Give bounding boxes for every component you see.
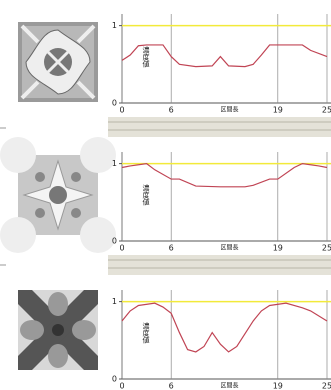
- x-axis-label: 区間長: [220, 383, 238, 390]
- y-axis-label: 濃度値: [142, 46, 150, 69]
- y-tick-label: 0: [112, 237, 117, 246]
- x-tick-label: 25: [322, 244, 331, 253]
- data-line: [122, 45, 327, 67]
- y-axis-label: 濃度値: [142, 322, 150, 345]
- screen: 06192501区間長濃度値06192501区間長濃度値06192501区間長濃…: [0, 0, 331, 390]
- x-tick-label: 0: [119, 382, 124, 390]
- x-tick-label: 0: [119, 244, 124, 253]
- x-tick-label: 25: [322, 106, 331, 115]
- x-tick-label: 19: [273, 382, 283, 390]
- x-tick-label: 19: [273, 106, 283, 115]
- tile-image: [18, 22, 98, 102]
- x-tick-label: 25: [322, 382, 331, 390]
- x-tick-label: 6: [169, 382, 174, 390]
- y-tick-label: 1: [112, 159, 117, 168]
- x-axis-label: 区間長: [220, 245, 238, 252]
- y-tick-label: 0: [112, 99, 117, 108]
- y-tick-label: 1: [112, 297, 117, 306]
- x-axis-label: 区間長: [220, 107, 238, 114]
- page: 06192501区間長濃度値06192501区間長濃度値06192501区間長濃…: [0, 0, 331, 390]
- y-axis-label: 濃度値: [142, 184, 150, 207]
- data-line: [122, 164, 327, 187]
- x-tick-label: 6: [169, 106, 174, 115]
- y-tick-label: 0: [112, 375, 117, 384]
- x-tick-label: 0: [119, 106, 124, 115]
- y-tick-label: 1: [112, 21, 117, 30]
- x-tick-label: 6: [169, 244, 174, 253]
- data-line: [122, 303, 327, 352]
- x-tick-label: 19: [273, 244, 283, 253]
- tile-image: [18, 290, 98, 370]
- tile-image: [0, 137, 116, 253]
